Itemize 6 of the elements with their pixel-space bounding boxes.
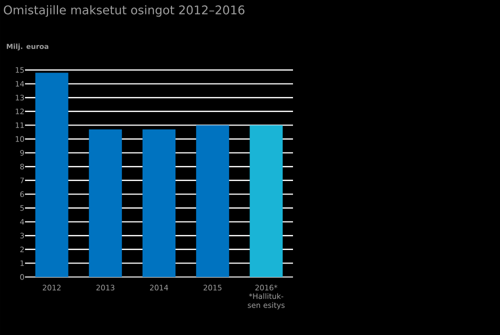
- bar: [35, 72, 68, 278]
- bar: [250, 125, 283, 278]
- bar: [88, 129, 122, 278]
- bar: [142, 129, 176, 278]
- chart-title: Omistajille maksetut osingot 2012–2016: [4, 5, 244, 17]
- bar: [196, 125, 230, 278]
